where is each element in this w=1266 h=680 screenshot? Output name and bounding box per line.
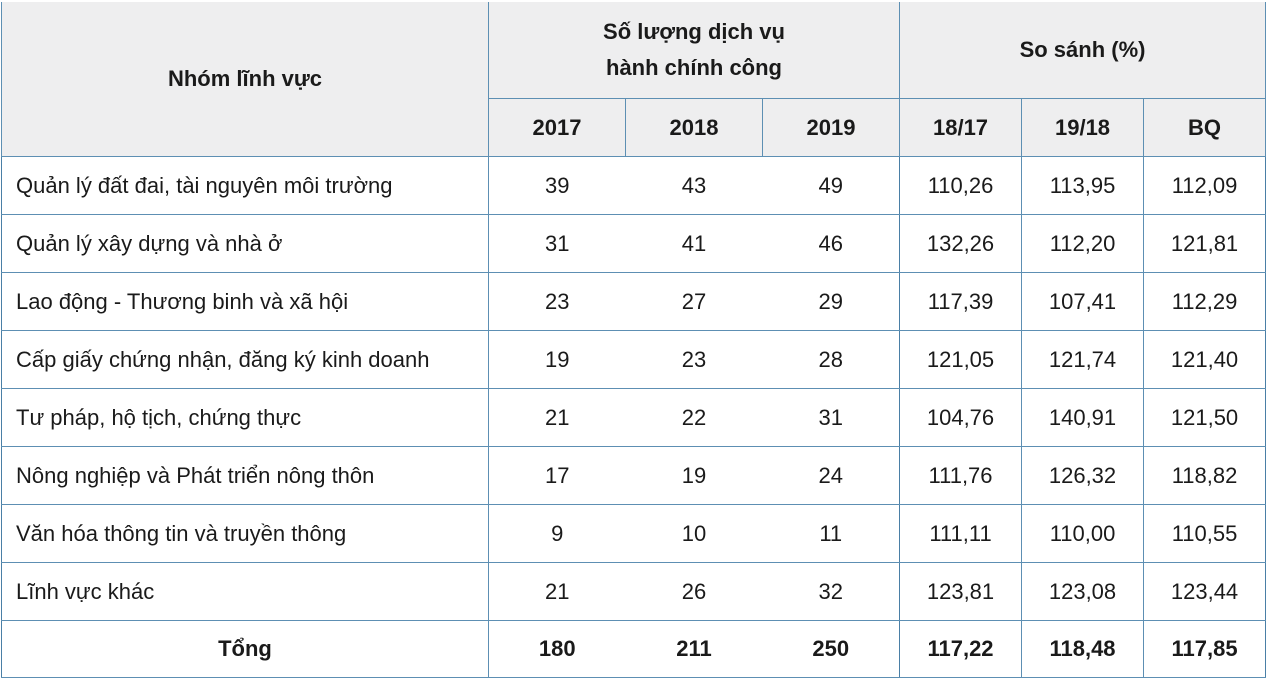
table-row: Lĩnh vực khác 21 26 32 123,81 123,08 123… xyxy=(1,562,1266,621)
cell-ratio-bq: 112,09 xyxy=(1143,156,1266,215)
cell-2018: 27 xyxy=(625,272,763,331)
cell-2018: 26 xyxy=(625,562,763,621)
header-service-count: Số lượng dịch vụ hành chính công xyxy=(487,2,901,99)
table-row: Văn hóa thông tin và truyền thông 9 10 1… xyxy=(1,504,1266,563)
row-field-name: Lao động - Thương binh và xã hội xyxy=(1,272,489,331)
cell-2018: 43 xyxy=(625,156,763,215)
cell-2019: 28 xyxy=(762,330,900,389)
cell-2017: 23 xyxy=(488,272,626,331)
cell-2019: 29 xyxy=(762,272,900,331)
row-field-name: Văn hóa thông tin và truyền thông xyxy=(1,504,489,563)
cell-2017: 21 xyxy=(488,388,626,447)
cell-ratio-bq: 118,82 xyxy=(1143,446,1266,505)
cell-ratio-bq: 121,40 xyxy=(1143,330,1266,389)
cell-2017: 31 xyxy=(488,214,626,273)
cell-2019: 32 xyxy=(762,562,900,621)
header-ratio-19-18: 19/18 xyxy=(1021,98,1145,157)
cell-2018: 23 xyxy=(625,330,763,389)
cell-2019: 49 xyxy=(762,156,900,215)
row-field-name: Quản lý đất đai, tài nguyên môi trường xyxy=(1,156,489,215)
table-row: Nông nghiệp và Phát triển nông thôn 17 1… xyxy=(1,446,1266,505)
total-ratio-19-18: 118,48 xyxy=(1021,620,1144,678)
cell-ratio-18-17: 111,76 xyxy=(899,446,1022,505)
header-service-count-line2: hành chính công xyxy=(606,55,782,80)
row-field-name: Lĩnh vực khác xyxy=(1,562,489,621)
header-comparison: So sánh (%) xyxy=(899,2,1266,99)
cell-ratio-19-18: 113,95 xyxy=(1021,156,1144,215)
table-row: Lao động - Thương binh và xã hội 23 27 2… xyxy=(1,272,1266,331)
header-year-2017: 2017 xyxy=(488,98,626,157)
cell-2018: 22 xyxy=(625,388,763,447)
cell-2017: 9 xyxy=(488,504,626,563)
cell-ratio-bq: 110,55 xyxy=(1143,504,1266,563)
table-row: Quản lý đất đai, tài nguyên môi trường 3… xyxy=(1,156,1266,215)
cell-2017: 39 xyxy=(488,156,626,215)
cell-ratio-19-18: 123,08 xyxy=(1021,562,1144,621)
header-service-count-line1: Số lượng dịch vụ xyxy=(603,19,785,44)
cell-ratio-18-17: 111,11 xyxy=(899,504,1022,563)
cell-2019: 31 xyxy=(762,388,900,447)
total-2018: 211 xyxy=(625,620,763,678)
cell-ratio-bq: 121,50 xyxy=(1143,388,1266,447)
table-row: Cấp giấy chứng nhận, đăng ký kinh doanh … xyxy=(1,330,1266,389)
cell-ratio-19-18: 107,41 xyxy=(1021,272,1144,331)
header-ratio-bq: BQ xyxy=(1143,98,1266,157)
row-field-name: Tư pháp, hộ tịch, chứng thực xyxy=(1,388,489,447)
cell-2019: 46 xyxy=(762,214,900,273)
table-row: Tư pháp, hộ tịch, chứng thực 21 22 31 10… xyxy=(1,388,1266,447)
cell-ratio-bq: 112,29 xyxy=(1143,272,1266,331)
cell-2019: 24 xyxy=(762,446,900,505)
header-ratio-18-17: 18/17 xyxy=(899,98,1023,157)
cell-ratio-19-18: 110,00 xyxy=(1021,504,1144,563)
total-label: Tổng xyxy=(1,620,489,678)
cell-ratio-18-17: 117,39 xyxy=(899,272,1022,331)
cell-ratio-18-17: 123,81 xyxy=(899,562,1022,621)
cell-ratio-18-17: 121,05 xyxy=(899,330,1022,389)
cell-2017: 17 xyxy=(488,446,626,505)
row-field-name: Quản lý xây dựng và nhà ở xyxy=(1,214,489,273)
cell-ratio-19-18: 126,32 xyxy=(1021,446,1144,505)
row-field-name: Cấp giấy chứng nhận, đăng ký kinh doanh xyxy=(1,330,489,389)
cell-ratio-18-17: 104,76 xyxy=(899,388,1022,447)
cell-2018: 41 xyxy=(625,214,763,273)
cell-ratio-19-18: 140,91 xyxy=(1021,388,1144,447)
total-2019: 250 xyxy=(762,620,900,678)
total-row: Tổng 180 211 250 117,22 118,48 117,85 xyxy=(1,620,1266,678)
cell-ratio-18-17: 132,26 xyxy=(899,214,1022,273)
total-ratio-bq: 117,85 xyxy=(1143,620,1266,678)
header-year-2018: 2018 xyxy=(625,98,763,157)
cell-2018: 10 xyxy=(625,504,763,563)
total-2017: 180 xyxy=(488,620,626,678)
cell-ratio-bq: 121,81 xyxy=(1143,214,1266,273)
cell-2017: 21 xyxy=(488,562,626,621)
cell-2019: 11 xyxy=(762,504,900,563)
cell-2018: 19 xyxy=(625,446,763,505)
cell-ratio-19-18: 121,74 xyxy=(1021,330,1144,389)
cell-ratio-bq: 123,44 xyxy=(1143,562,1266,621)
total-ratio-18-17: 117,22 xyxy=(899,620,1022,678)
cell-ratio-18-17: 110,26 xyxy=(899,156,1022,215)
cell-2017: 19 xyxy=(488,330,626,389)
cell-ratio-19-18: 112,20 xyxy=(1021,214,1144,273)
row-field-name: Nông nghiệp và Phát triển nông thôn xyxy=(1,446,489,505)
table-row: Quản lý xây dựng và nhà ở 31 41 46 132,2… xyxy=(1,214,1266,273)
header-year-2019: 2019 xyxy=(761,98,901,157)
header-group-field: Nhóm lĩnh vực xyxy=(1,2,489,157)
